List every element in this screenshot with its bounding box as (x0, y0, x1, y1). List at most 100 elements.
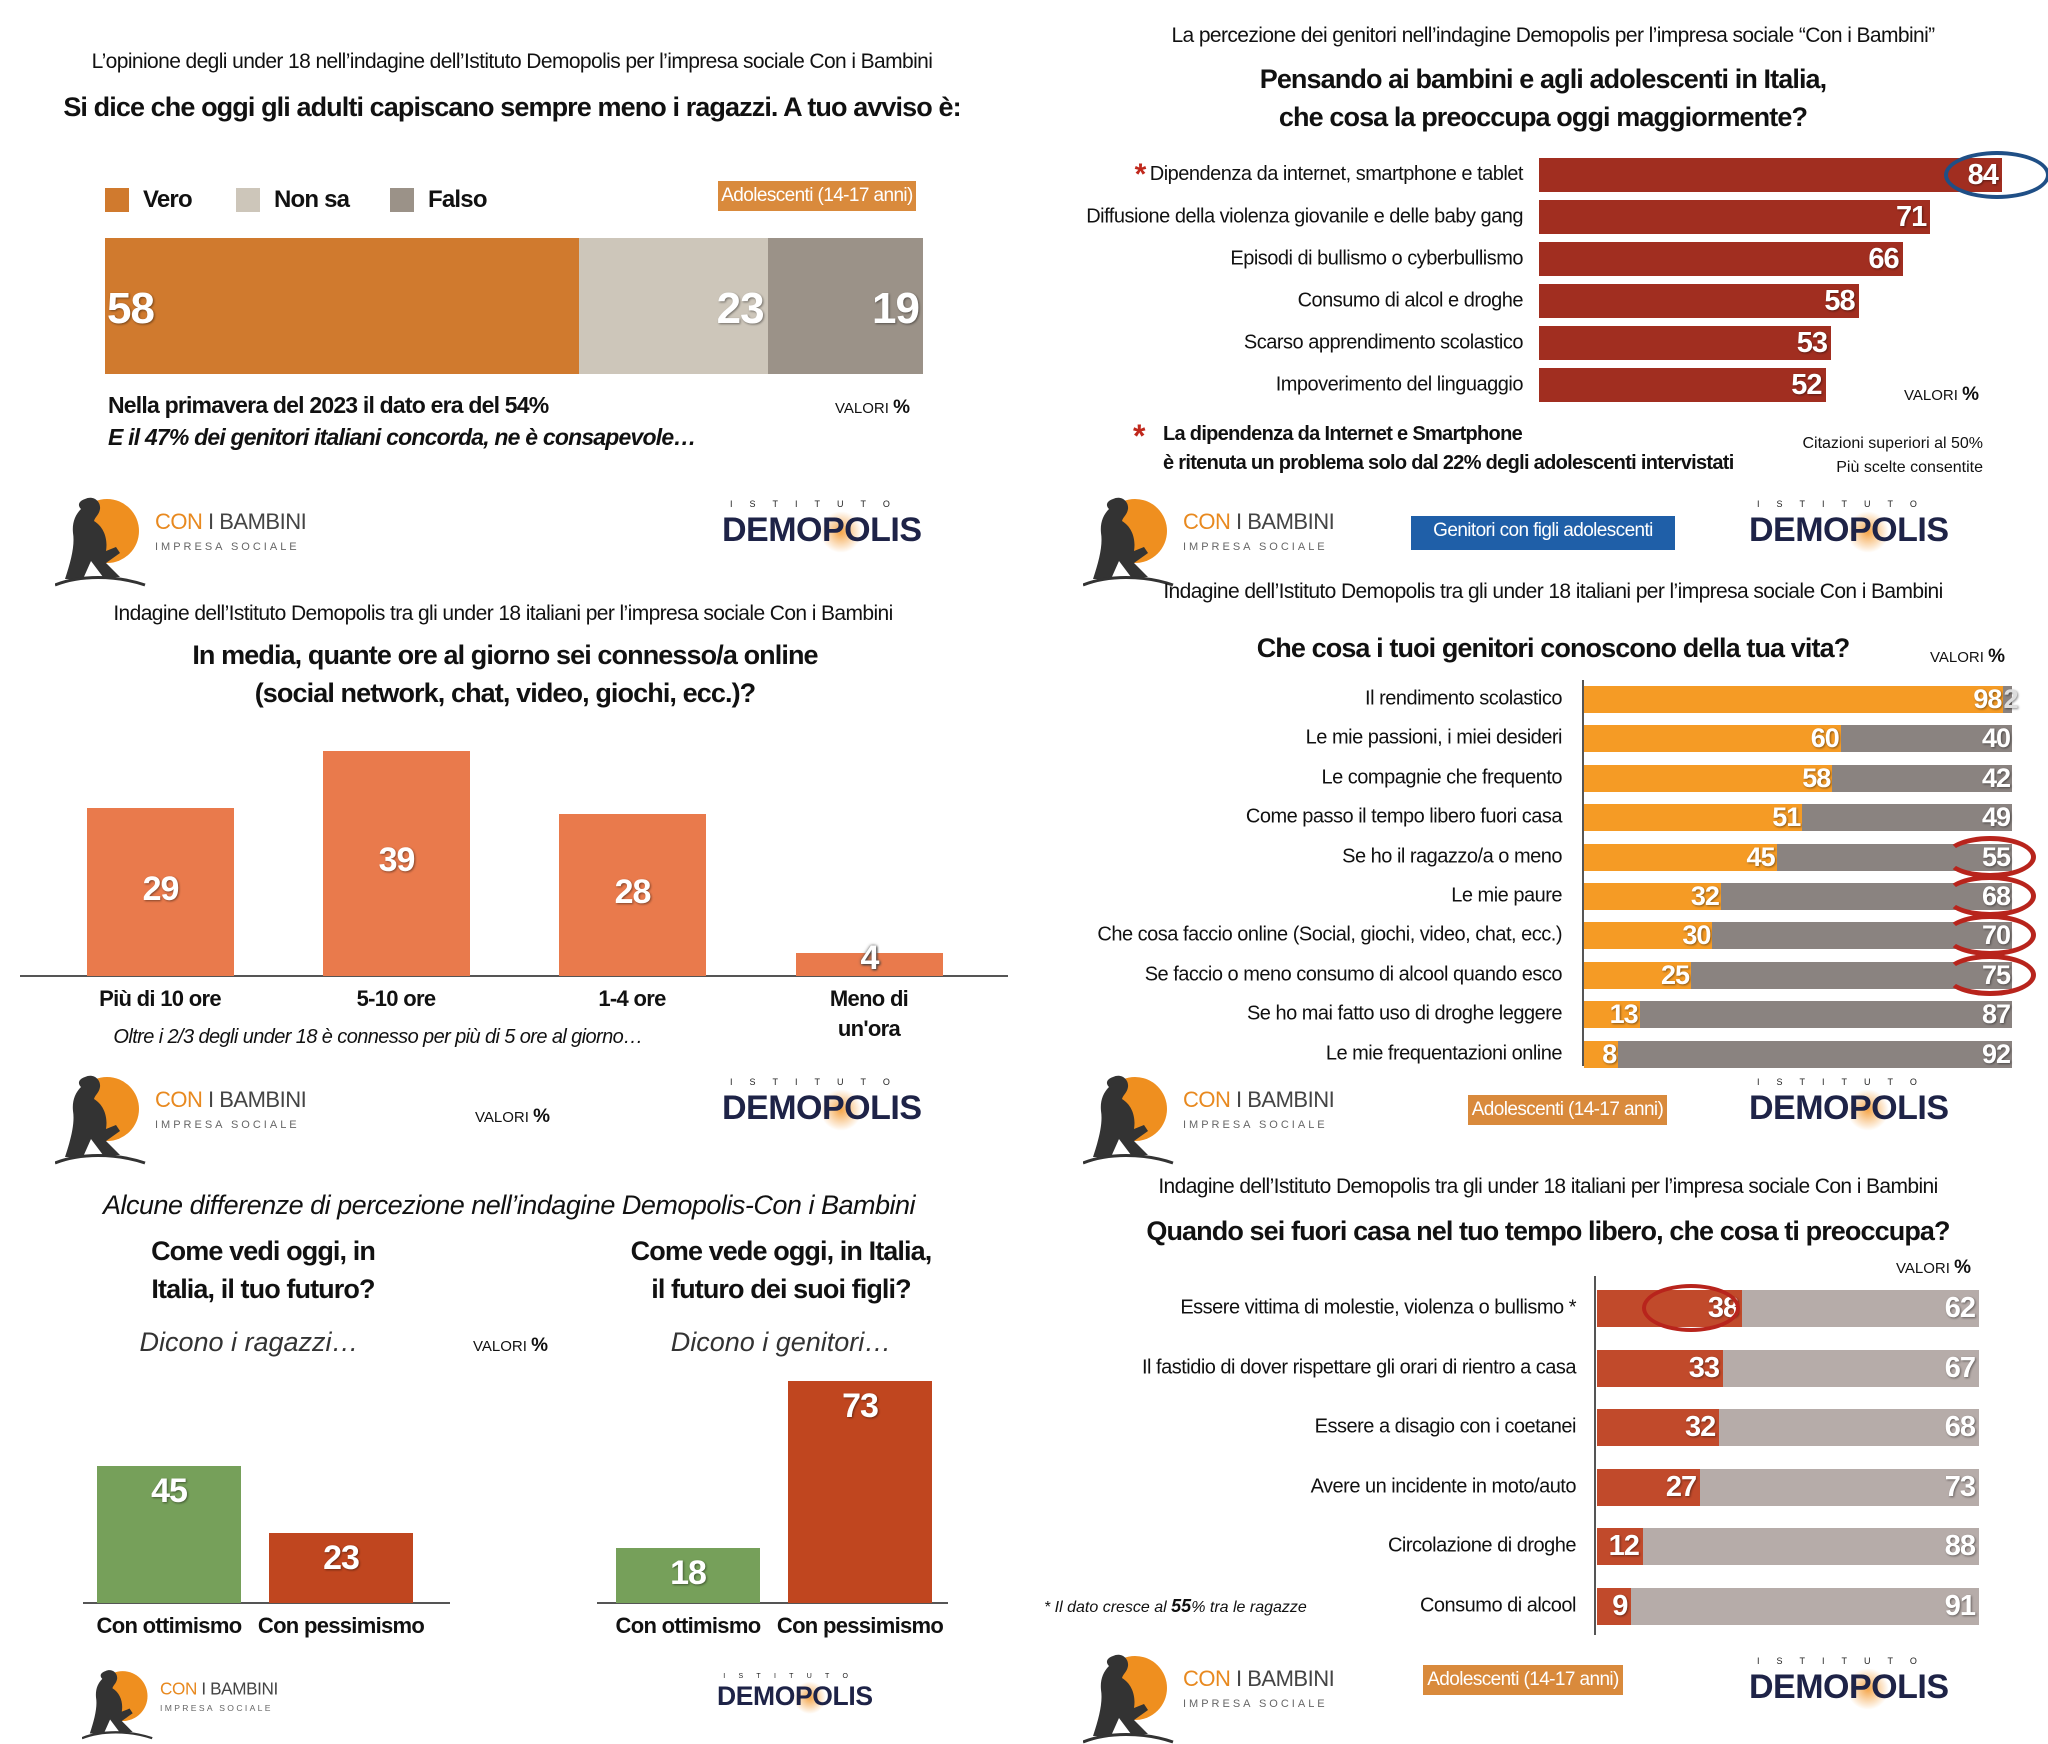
bar: 4 (796, 939, 943, 977)
demopolis-wordmark: DEMOPOLIS (722, 511, 922, 549)
bambini-word: I BAMBINI (1236, 1087, 1335, 1112)
child-reading-sun-icon (82, 1670, 153, 1740)
con-i-bambini-name: CON I BAMBINI (1183, 1666, 1335, 1692)
valori-label: VALORI % (473, 1335, 548, 1357)
segment-value: 13 (1609, 999, 1639, 1030)
valori-label: VALORI % (1930, 646, 2005, 668)
segment-value: 60 (1810, 723, 1840, 754)
legend-item: Non sa (236, 186, 350, 214)
bar-value: 66 (1868, 243, 1899, 275)
category-label: Con pessimismo (257, 1613, 425, 1638)
valori-label: VALORI % (475, 1106, 550, 1128)
demopolis-logo: ISTITUTO DEMOPOLIS (1749, 1656, 1999, 1726)
segment-value: 33 (1688, 1351, 1720, 1384)
percent-sign: % (531, 1335, 548, 1356)
bar-label: Se ho il ragazzo/a o meno (1342, 845, 1562, 868)
segment-value: 62 (1944, 1292, 1976, 1324)
bar-label: Se faccio o meno consumo di alcool quand… (1144, 963, 1563, 986)
valori-text: VALORI (475, 1109, 529, 1126)
con-word: CON (1183, 509, 1231, 534)
con-i-bambini-name: CON I BAMBINI (155, 1087, 307, 1113)
bar-segment-gray: 73 (1700, 1468, 1979, 1506)
bambini-word: I BAMBINI (208, 1087, 307, 1112)
legend-swatch (390, 188, 414, 212)
panel1-note-italic: E il 47% dei genitori italiani concorda,… (108, 424, 696, 450)
legend-item: Vero (105, 186, 193, 214)
bar: 53 (1539, 326, 1832, 360)
demopolis-wordmark: DEMOPOLIS (722, 1089, 922, 1127)
valori-text: VALORI (1930, 649, 1984, 666)
bar-value: 52 (1791, 369, 1822, 401)
bar-segment-red: 12 (1597, 1528, 1643, 1566)
bar-value: 45 (151, 1472, 188, 1511)
respondents-ragazzi: Dicono i ragazzi… (139, 1327, 359, 1357)
panel3-subtitle: Indagine dell’Istituto Demopolis tra gli… (113, 602, 893, 625)
y-axis-line (1582, 680, 1584, 1066)
segment-value: 67 (1944, 1351, 1976, 1384)
bar: 45 (97, 1466, 241, 1603)
title-line: Pensando ai bambini e agli adolescenti i… (1259, 64, 1827, 94)
con-word: CON (155, 1087, 203, 1112)
demopolis-sun-icon (793, 1681, 827, 1715)
child-reading-sun-icon (55, 1075, 146, 1165)
bar-label: Consumo di alcool (1419, 1594, 1577, 1617)
bar-label-text: Diffusione della violenza giovanile e de… (1086, 205, 1523, 228)
bar-label: Le mie paure (1451, 884, 1562, 907)
bar-value: 71 (1895, 201, 1927, 233)
bar: 39 (323, 750, 470, 976)
segment-value: 87 (1981, 999, 2011, 1030)
question-ragazzi: Come vedi oggi, in Italia, il tuo futuro? (151, 1232, 376, 1308)
child-reading-sun-icon (1083, 1075, 1174, 1165)
bar-segment-gray: 91 (1631, 1588, 1979, 1625)
percent-sign: % (1962, 384, 1979, 405)
panel1-title: Si dice che oggi gli adulti capiscano se… (63, 92, 961, 122)
segment-value: 58 (1802, 762, 1831, 793)
bar-segment-known: 25 (1584, 960, 1691, 990)
con-i-bambini-logo: CON I BAMBINI IMPRESA SOCIALE (1083, 1073, 1335, 1165)
bar-value: 84 (1967, 159, 1999, 191)
bar-label: Il rendimento scolastico (1365, 687, 1562, 710)
bar-segment-gray: 68 (1719, 1409, 1979, 1447)
audience-badge: Adolescenti (14-17 anni) (1468, 1095, 1667, 1125)
bar: 18 (616, 1548, 760, 1603)
valori-label: VALORI % (1896, 1257, 1971, 1279)
bar-value: 39 (378, 841, 416, 880)
con-word: CON (160, 1678, 197, 1699)
demopolis-sun-icon (1847, 1668, 1889, 1710)
category-label: Con ottimismo (615, 1613, 762, 1638)
category-label: Con ottimismo (96, 1613, 243, 1638)
legend-swatch (105, 188, 129, 212)
bar-segment-red: 27 (1597, 1468, 1701, 1506)
segment-value: 70 (1981, 920, 2011, 951)
x-axis-line (20, 975, 1008, 977)
panel4-title: Che cosa i tuoi genitori conoscono della… (1256, 633, 1850, 663)
percent-sign: % (533, 1106, 550, 1127)
category-label: Più di 10 ore (99, 986, 221, 1011)
bar-label: Le mie passioni, i miei desideri (1305, 726, 1563, 749)
demopolis-logo: ISTITUTO DEMOPOLIS (1749, 499, 1999, 569)
demopolis-sun-icon (820, 511, 862, 553)
panel1-note: Nella primavera del 2023 il dato era del… (108, 392, 549, 418)
con-i-bambini-logo: CON I BAMBINI IMPRESA SOCIALE (82, 1668, 278, 1740)
valori-label: VALORI % (1904, 384, 1979, 406)
x-axis-line (597, 1602, 948, 1604)
panel2-subtitle: La percezione dei genitori nell’indagine… (1171, 24, 1935, 47)
bar-segment-known: 32 (1584, 881, 1721, 911)
bar-label: Il fastidio di dover rispettare gli orar… (1141, 1356, 1577, 1379)
bar-segment-unknown: 68 (1720, 881, 2012, 911)
bar-segment-red: 9 (1597, 1588, 1632, 1625)
q-line: Come vede oggi, in Italia, (630, 1236, 933, 1266)
segment-value: 2 (2003, 684, 2018, 714)
y-axis-line (1594, 1276, 1596, 1635)
istituto-text: ISTITUTO (1757, 1656, 1934, 1666)
bar: 28 (559, 814, 706, 976)
citazioni-note: Citazioni superiori al 50% (1802, 435, 1983, 452)
demopolis-wordmark: DEMOPOLIS (1749, 1089, 1949, 1127)
demopolis-sun-icon (1847, 511, 1889, 553)
segment-value: 42 (1981, 762, 2011, 793)
bar-segment-unknown: 2 (2003, 684, 2018, 714)
bar-label: Scarso apprendimento scolastico (1244, 332, 1524, 355)
segment-value: 45 (1746, 841, 1776, 872)
bar-label: Diffusione della violenza giovanile e de… (1086, 206, 1523, 229)
bar-segment-unknown: 49 (1802, 802, 2012, 832)
